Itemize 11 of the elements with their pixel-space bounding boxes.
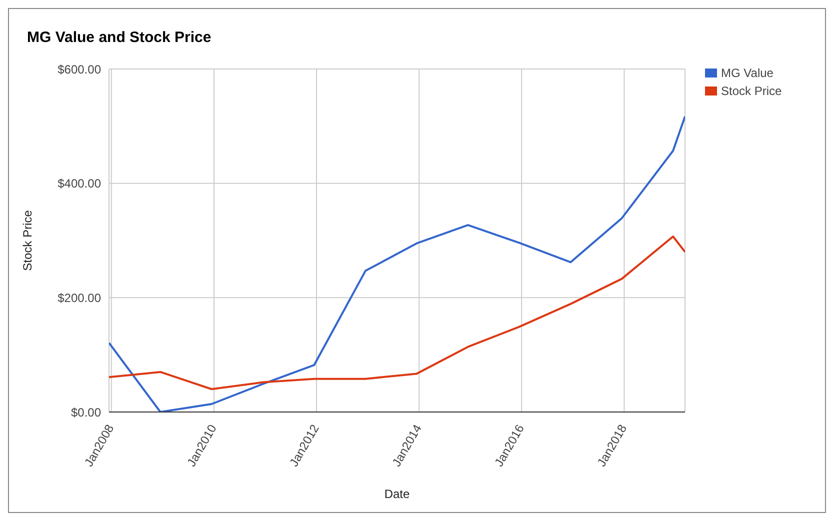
y-tick-label: $0.00 xyxy=(70,405,102,420)
y-axis-title: Stock Price xyxy=(20,210,34,271)
legend-label: Stock Price xyxy=(721,84,782,98)
y-tick-label: $600.00 xyxy=(58,62,102,76)
line-series xyxy=(109,236,685,390)
line-series xyxy=(109,115,685,412)
legend-label: MG Value xyxy=(721,66,774,80)
y-tick-label: $400.00 xyxy=(58,176,102,191)
chart-title: MG Value and Stock Price xyxy=(27,29,212,46)
y-tick-label: $200.00 xyxy=(58,290,102,305)
x-axis-title: Date xyxy=(384,487,410,501)
